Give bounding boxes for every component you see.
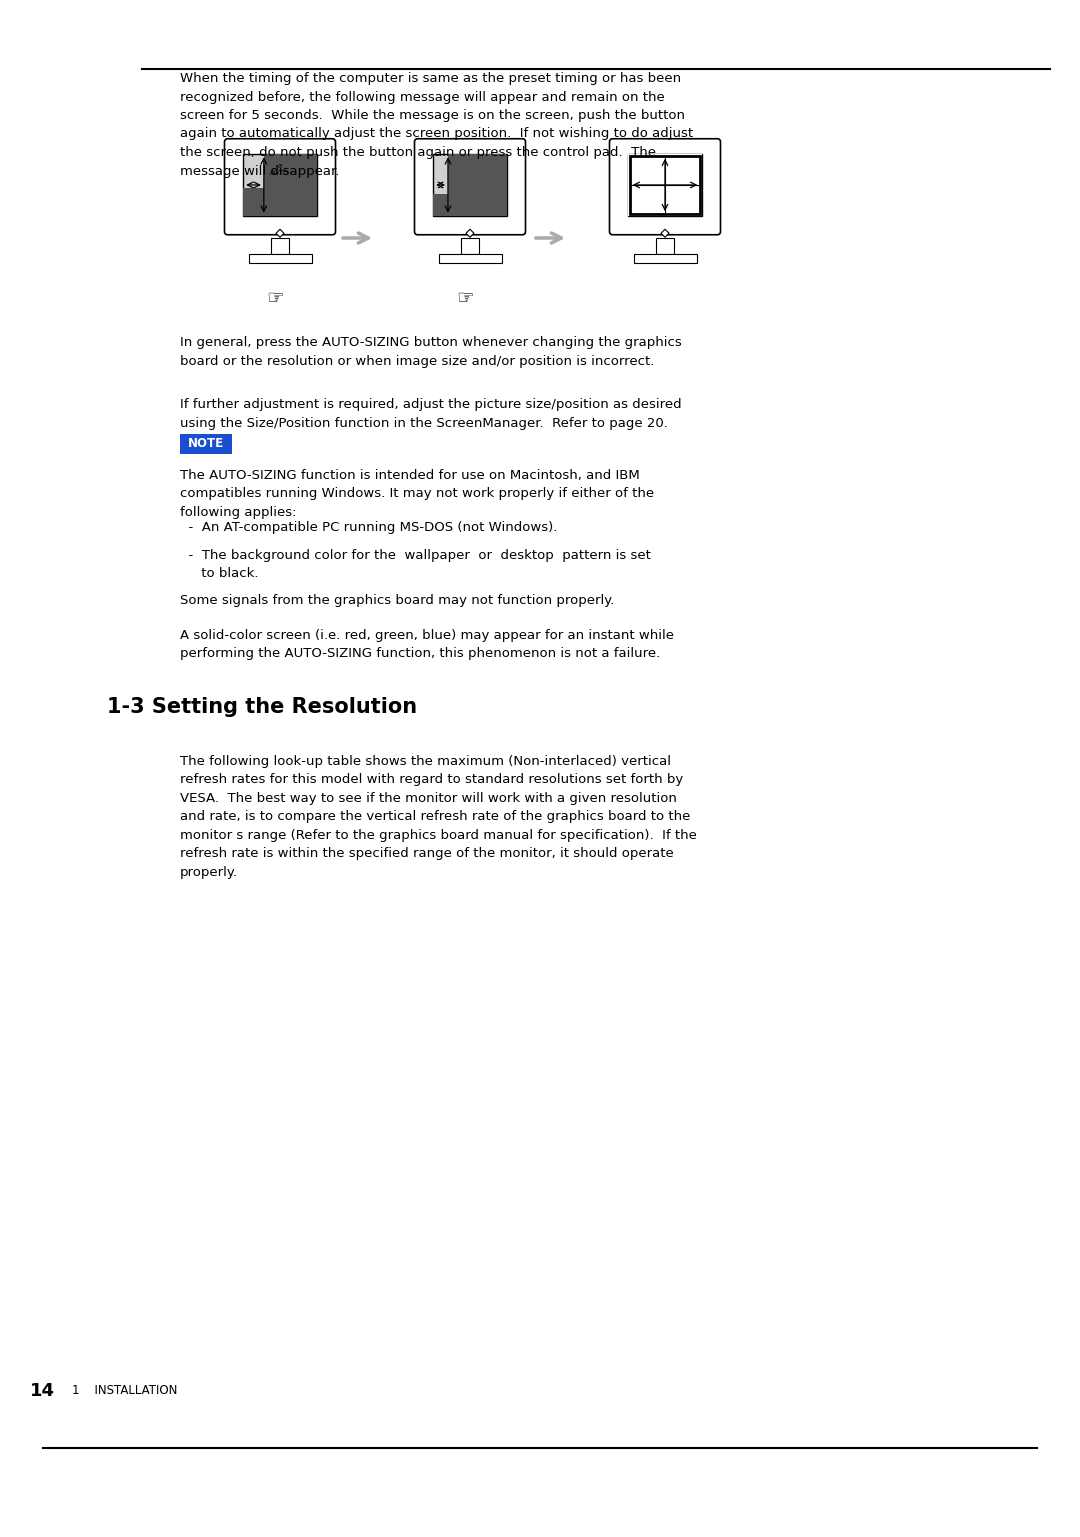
Polygon shape xyxy=(276,229,284,237)
Text: 1-3 Setting the Resolution: 1-3 Setting the Resolution xyxy=(107,696,417,716)
Bar xyxy=(438,254,501,263)
Bar xyxy=(433,154,507,215)
Bar xyxy=(656,238,674,254)
Text: o
AUTO: o AUTO xyxy=(270,163,289,177)
Text: ☞: ☞ xyxy=(456,289,474,307)
Polygon shape xyxy=(465,229,474,237)
Text: If further adjustment is required, adjust the picture size/position as desired
u: If further adjustment is required, adjus… xyxy=(180,398,681,429)
Bar xyxy=(629,154,702,215)
Text: -  The background color for the  wallpaper  or  desktop  pattern is set
     to : - The background color for the wallpaper… xyxy=(180,549,651,581)
Polygon shape xyxy=(661,229,669,237)
Bar xyxy=(629,154,702,215)
FancyBboxPatch shape xyxy=(415,138,526,235)
Bar xyxy=(243,188,264,215)
Text: The following look-up table shows the maximum (Non-interlaced) vertical
refresh : The following look-up table shows the ma… xyxy=(180,755,697,879)
Text: When the timing of the computer is same as the preset timing or has been
recogni: When the timing of the computer is same … xyxy=(180,72,693,177)
FancyBboxPatch shape xyxy=(180,433,232,453)
Bar xyxy=(243,154,316,215)
Bar xyxy=(271,238,289,254)
Text: The AUTO-SIZING function is intended for use on Macintosh, and IBM
compatibles r: The AUTO-SIZING function is intended for… xyxy=(180,469,654,520)
FancyBboxPatch shape xyxy=(225,138,336,235)
Text: A solid-color screen (i.e. red, green, blue) may appear for an instant while
per: A solid-color screen (i.e. red, green, b… xyxy=(180,629,674,661)
Text: 14: 14 xyxy=(30,1382,55,1400)
Text: ☞: ☞ xyxy=(267,289,284,307)
Text: Some signals from the graphics board may not function properly.: Some signals from the graphics board may… xyxy=(180,593,615,607)
FancyBboxPatch shape xyxy=(609,138,720,235)
Text: In general, press the AUTO-SIZING button whenever changing the graphics
board or: In general, press the AUTO-SIZING button… xyxy=(180,337,681,367)
Text: -  An AT-compatible PC running MS-DOS (not Windows).: - An AT-compatible PC running MS-DOS (no… xyxy=(180,521,557,533)
Text: 1    INSTALLATION: 1 INSTALLATION xyxy=(72,1385,177,1397)
Bar xyxy=(448,154,507,215)
Bar xyxy=(634,254,697,263)
Text: NOTE: NOTE xyxy=(188,437,224,450)
Bar xyxy=(248,254,311,263)
Bar xyxy=(264,154,316,215)
Bar xyxy=(433,194,448,215)
Bar xyxy=(460,238,480,254)
Bar xyxy=(630,155,700,214)
